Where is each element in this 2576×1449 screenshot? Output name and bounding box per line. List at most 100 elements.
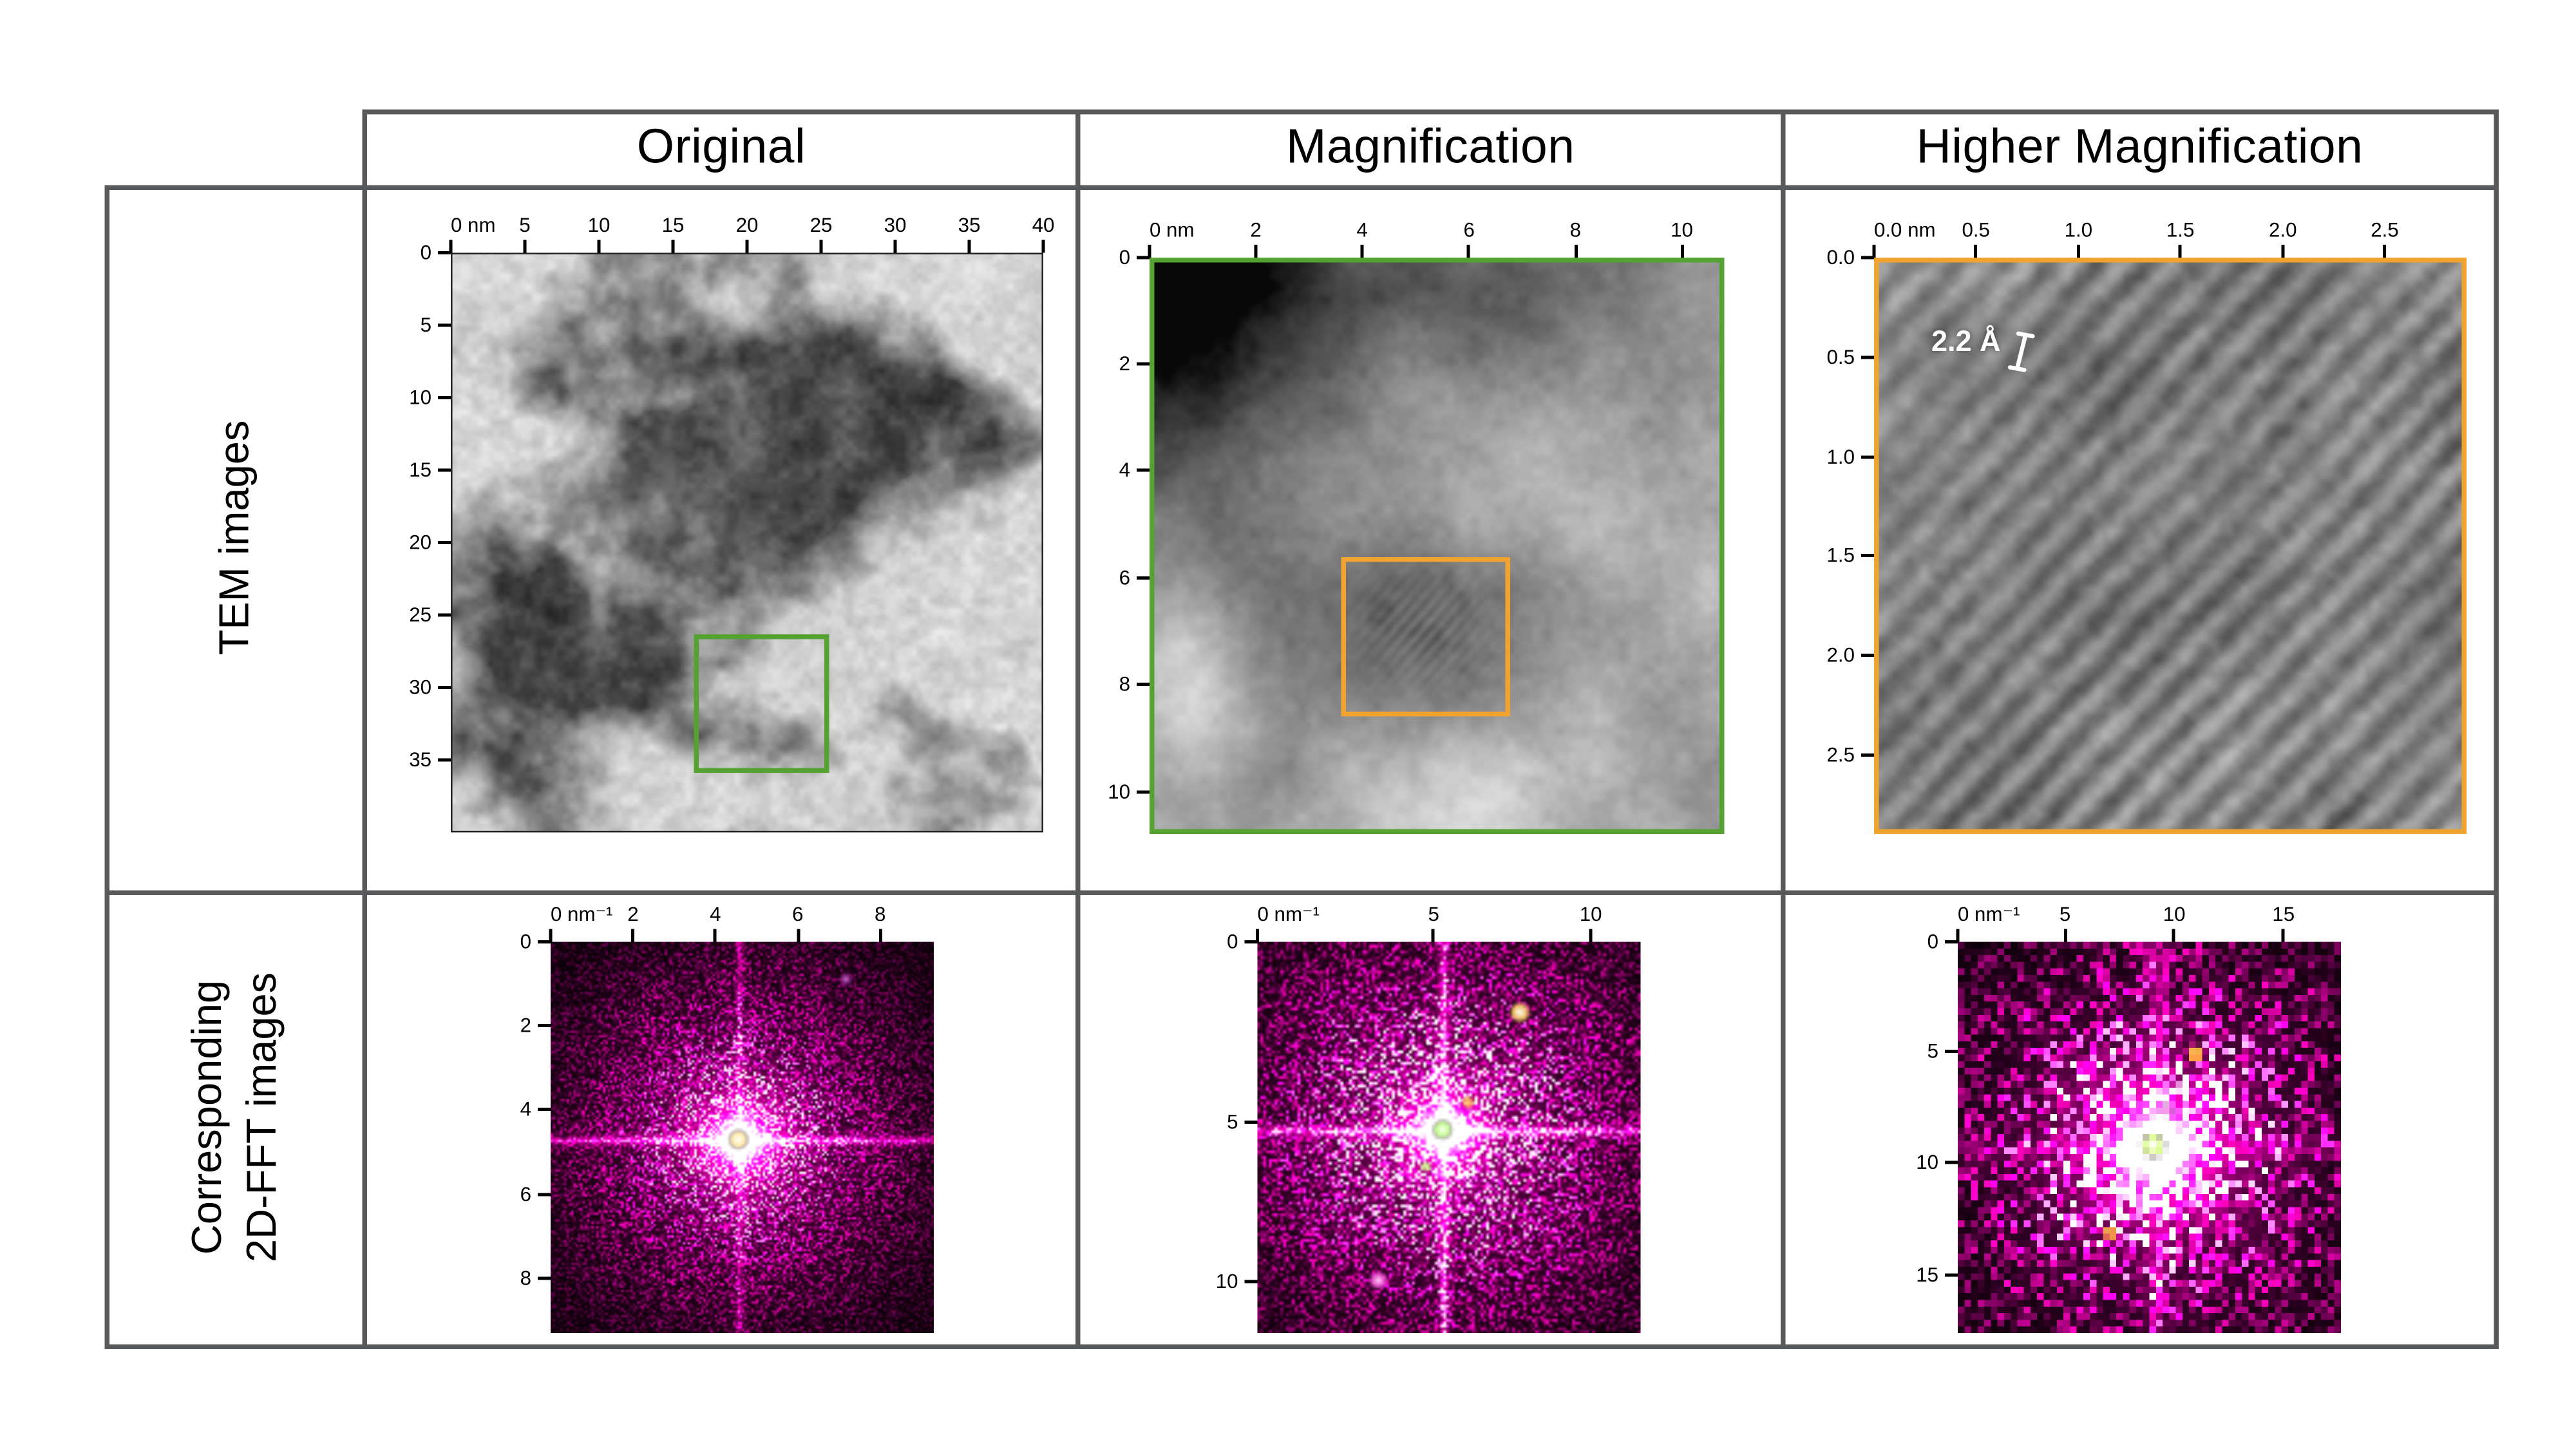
- ruler-tick-label: 10: [409, 386, 431, 409]
- ruler-tick: [1945, 1050, 1958, 1054]
- ruler-tick: [538, 1024, 551, 1028]
- fft-higher-magnification-image: [1958, 942, 2341, 1333]
- grid-line: [362, 109, 2499, 115]
- ruler-tick-label: 20: [735, 214, 759, 237]
- ruler-tick-label: 10: [1916, 1151, 1938, 1175]
- ruler-tick-label: 0: [1227, 931, 1238, 953]
- ruler-tick-label: 1.5: [2166, 219, 2195, 242]
- ruler-tick-label: 2: [627, 903, 639, 926]
- scalebar-icon: [2007, 331, 2034, 372]
- ruler-tick: [967, 240, 971, 253]
- ruler-tick-label: 15: [661, 214, 685, 237]
- ruler-tick: [1137, 683, 1150, 687]
- ruler-tick-label: 5: [2059, 903, 2071, 926]
- grid-line: [1781, 109, 1786, 1349]
- ruler-tick-label: 4: [710, 903, 721, 926]
- grid-line: [104, 1344, 2499, 1349]
- ruler-tick-label: 10: [2163, 903, 2186, 926]
- ruler-tick: [1956, 929, 1960, 942]
- ruler-tick: [1945, 1273, 1958, 1276]
- tem-magnification-image-frame: [1150, 258, 1725, 834]
- ruler-tick-label: 0: [1927, 931, 1938, 953]
- tem-higher-magnification-image-frame: 2.2 Å: [1874, 258, 2467, 834]
- ruler-tick-label: 0 nm: [451, 214, 496, 237]
- ruler-tick-label: 0 nm⁻¹: [1958, 903, 2020, 926]
- ruler-tick-label: 8: [1119, 673, 1130, 696]
- ruler-tick-label: 10: [1108, 780, 1130, 803]
- ruler-tick: [1432, 929, 1435, 942]
- ruler-tick-label: 6: [792, 903, 804, 926]
- ruler-tick: [538, 1192, 551, 1196]
- ruler-tick: [1680, 245, 1683, 258]
- ruler-tick: [1137, 256, 1150, 260]
- tem-magnification-top-ruler: 0 nm 2 4 6 8 10: [1148, 214, 1725, 258]
- ruler-tick-label: 10: [1671, 219, 1693, 242]
- ruler-tick-label: 0 nm: [1150, 219, 1195, 242]
- ruler-tick: [1872, 245, 1876, 258]
- ruler-tick-label: 6: [520, 1182, 531, 1206]
- ruler-tick-label: 0: [520, 931, 531, 953]
- ruler-tick: [438, 323, 451, 327]
- row-label-2dfft-images: Corresponding 2D-FFT images: [182, 972, 285, 1263]
- ruler-tick: [1974, 245, 1978, 258]
- ruler-tick-label: 2: [1119, 353, 1130, 376]
- grid-line: [104, 185, 2499, 190]
- ruler-tick: [438, 396, 451, 399]
- tem-original-image-frame: [451, 252, 1043, 833]
- ruler-tick: [714, 929, 717, 942]
- ruler-tick: [438, 758, 451, 762]
- ruler-tick: [1137, 363, 1150, 366]
- ruler-tick-label: 0.0: [1826, 246, 1855, 269]
- ruler-tick-label: 4: [1356, 219, 1368, 242]
- ruler-tick-label: 25: [409, 603, 431, 627]
- ruler-tick-label: 10: [1215, 1271, 1238, 1294]
- fft-magnification-top-ruler: 0 nm⁻¹ 5 10: [1256, 898, 1641, 942]
- column-header-magnification: Magnification: [1286, 120, 1575, 175]
- ruler-tick: [2076, 245, 2080, 258]
- ruler-tick: [819, 240, 823, 253]
- ruler-tick: [1244, 940, 1258, 943]
- ruler-tick: [538, 1108, 551, 1112]
- ruler-tick-label: 0: [420, 242, 431, 264]
- ruler-tick-label: 10: [587, 214, 611, 237]
- ruler-tick-label: 8: [874, 903, 886, 926]
- ruler-tick-label: 5: [420, 314, 431, 337]
- ruler-tick-label: 35: [409, 748, 431, 772]
- ruler-tick-label: 0 nm⁻¹: [1257, 903, 1320, 926]
- ruler-tick: [549, 929, 553, 942]
- ruler-tick: [1861, 455, 1874, 459]
- ruler-tick: [438, 541, 451, 544]
- ruler-tick: [2282, 929, 2286, 942]
- ruler-tick-label: 8: [1569, 219, 1582, 242]
- ruler-tick-label: 2: [520, 1014, 531, 1037]
- grid-line: [2494, 109, 2499, 1349]
- tem-original-top-ruler: 0 nm 5 10 15 20 25 30 35 40: [449, 209, 1054, 253]
- ruler-tick: [796, 929, 800, 942]
- ruler-tick-label: 20: [409, 531, 431, 554]
- ruler-tick: [878, 929, 882, 942]
- ruler-tick-label: 1.5: [1826, 544, 1855, 567]
- fft-original-image-frame: [551, 942, 934, 1333]
- ruler-tick-label: 5: [519, 214, 531, 237]
- tem-higher-magnification-image: [1879, 262, 2462, 829]
- grid-line: [362, 109, 367, 1349]
- ruler-tick: [1137, 576, 1150, 580]
- ruler-tick: [1254, 245, 1258, 258]
- ruler-tick: [1041, 240, 1045, 253]
- ruler-tick: [1467, 245, 1471, 258]
- ruler-tick-label: 8: [520, 1267, 531, 1290]
- ruler-tick-label: 6: [1463, 219, 1475, 242]
- fft-original-top-ruler: 0 nm⁻¹ 2 4 6 8: [549, 898, 934, 942]
- ruler-tick: [597, 240, 601, 253]
- fft-original-left-ruler: 0 2 4 6 8: [480, 931, 551, 1334]
- ruler-tick-label: 5: [1927, 1040, 1938, 1063]
- ruler-tick: [438, 468, 451, 472]
- tem-original-left-ruler: 0 5 10 15 20 25 30 35: [380, 242, 451, 833]
- ruler-tick-label: 4: [1119, 459, 1130, 482]
- tem-magnification-image: [1154, 262, 1719, 829]
- ruler-tick: [631, 929, 635, 942]
- ruler-tick: [1861, 256, 1874, 260]
- grid-line: [104, 185, 109, 1349]
- ruler-tick: [1360, 245, 1364, 258]
- ruler-tick-label: 5: [1227, 1110, 1238, 1133]
